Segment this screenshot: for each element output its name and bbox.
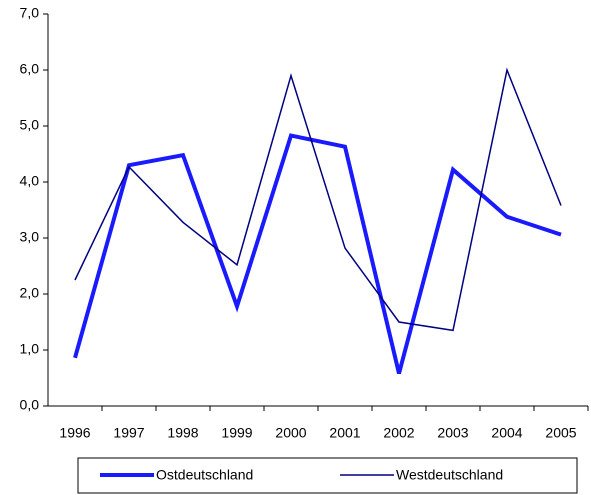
x-tick-label: 2004: [491, 425, 522, 441]
x-tick-label: 2002: [383, 425, 414, 441]
y-tick-label: 0,0: [20, 397, 40, 413]
y-tick-label: 7,0: [20, 5, 40, 21]
y-tick-label: 5,0: [20, 117, 40, 133]
x-tick-label: 2003: [437, 425, 468, 441]
series-line: [73, 133, 562, 375]
series-line: [74, 67, 562, 332]
legend-box: [77, 457, 578, 494]
x-tick-label: 2001: [329, 425, 360, 441]
y-tick-label: 3,0: [20, 229, 40, 245]
x-tick-label: 1998: [167, 425, 198, 441]
x-tick-label: 1999: [221, 425, 252, 441]
x-tick-label: 1997: [113, 425, 144, 441]
x-tick-label: 1996: [59, 425, 90, 441]
legend-label: Ostdeutschland: [156, 467, 253, 483]
y-tick-label: 4,0: [20, 173, 40, 189]
y-tick-label: 2,0: [20, 285, 40, 301]
legend-label: Westdeutschland: [396, 467, 503, 483]
x-tick-label: 2005: [545, 425, 576, 441]
y-tick-label: 1,0: [20, 341, 40, 357]
x-tick-label: 2000: [275, 425, 306, 441]
y-tick-label: 6,0: [20, 61, 40, 77]
